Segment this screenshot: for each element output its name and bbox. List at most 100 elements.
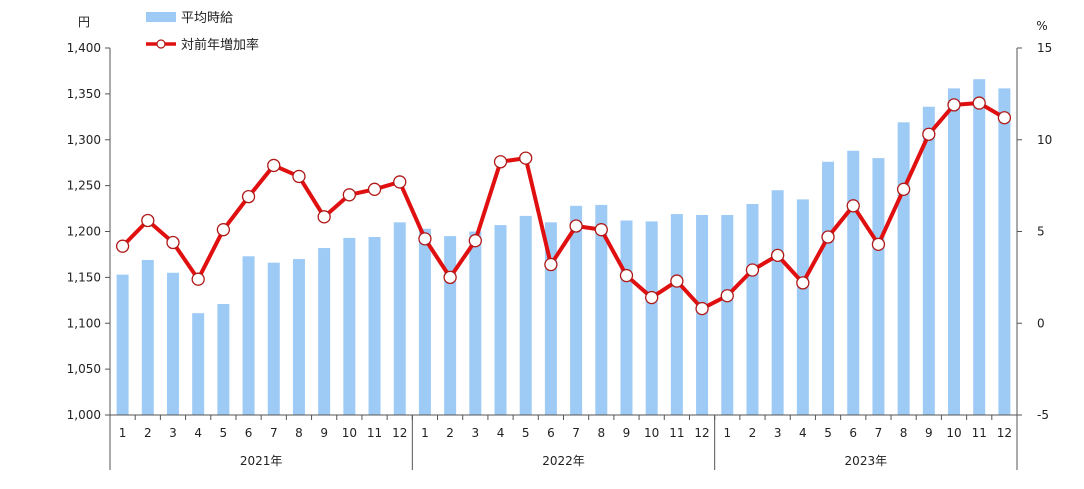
year-label: 2022年 <box>542 454 585 468</box>
month-label: 6 <box>849 426 857 440</box>
bar <box>519 215 532 415</box>
bar <box>393 222 406 415</box>
bar <box>192 313 205 415</box>
growth-rate-point <box>418 232 432 246</box>
bar <box>721 214 734 415</box>
bar <box>141 259 154 415</box>
bar <box>318 248 331 415</box>
month-label: 5 <box>522 426 530 440</box>
growth-rate-point <box>141 213 155 228</box>
right-axis-tick-label: 15 <box>1037 41 1052 55</box>
bar <box>570 205 583 415</box>
month-label: 11 <box>367 426 382 440</box>
month-label: 11 <box>972 426 987 440</box>
month-label: 10 <box>946 426 961 440</box>
month-label: 5 <box>220 426 228 440</box>
month-label: 7 <box>875 426 883 440</box>
legend-line-label: 対前年増加率 <box>181 37 259 53</box>
bar <box>620 220 633 415</box>
growth-rate-point <box>821 230 835 244</box>
growth-rate-point <box>292 169 306 184</box>
growth-rate-point <box>443 270 457 285</box>
growth-rate-point <box>896 182 911 196</box>
bar <box>645 221 658 415</box>
month-label: 2 <box>144 426 152 440</box>
bar <box>217 303 230 415</box>
bar <box>746 203 759 415</box>
left-axis-tick-label: 1,300 <box>67 133 101 147</box>
bar <box>973 79 986 415</box>
growth-rate-point <box>216 223 231 237</box>
growth-rate-point <box>342 188 356 202</box>
growth-rate-point <box>367 182 382 196</box>
bar <box>116 274 129 415</box>
month-label: 9 <box>623 426 631 440</box>
bar <box>922 106 935 415</box>
month-label: 12 <box>997 426 1012 440</box>
left-axis-tick-label: 1,250 <box>67 179 101 193</box>
month-label: 2 <box>446 426 454 440</box>
month-label: 11 <box>669 426 684 440</box>
bar <box>444 236 457 415</box>
year-label: 2021年 <box>240 454 283 468</box>
growth-rate-point <box>191 272 205 286</box>
legend: 平均時給 対前年増加率 <box>146 11 259 53</box>
bar <box>494 225 507 415</box>
growth-rate-point <box>695 301 709 316</box>
month-label: 12 <box>694 426 709 440</box>
bar <box>998 88 1011 416</box>
bar <box>544 222 557 415</box>
growth-rate-point <box>947 98 961 112</box>
month-label: 3 <box>169 426 177 440</box>
bar <box>948 88 961 416</box>
month-label: 5 <box>824 426 832 440</box>
growth-rate-point <box>241 189 256 204</box>
right-axis-tick-label: 5 <box>1037 225 1045 239</box>
right-axis-tick-label: -5 <box>1037 408 1049 422</box>
legend-bar-label: 平均時給 <box>181 11 233 26</box>
left-axis-tick-label: 1,050 <box>67 362 101 376</box>
growth-rate-point <box>115 239 130 253</box>
bar <box>822 161 835 415</box>
month-label: 2 <box>749 426 757 440</box>
month-label: 8 <box>295 426 303 440</box>
growth-rate-point <box>771 248 785 263</box>
growth-rate-point <box>871 237 886 251</box>
growth-rate-point <box>594 223 608 237</box>
month-label: 8 <box>597 426 605 440</box>
legend-bar-swatch <box>146 12 176 22</box>
month-label: 12 <box>392 426 407 440</box>
bar <box>267 262 280 415</box>
growth-rate-point <box>619 268 634 283</box>
bar <box>343 237 356 415</box>
growth-rate-point <box>569 219 583 233</box>
bar <box>847 150 860 415</box>
growth-rate-point <box>645 290 659 305</box>
growth-rate-point <box>972 96 986 110</box>
bar <box>368 237 381 415</box>
growth-rate-point <box>393 175 407 189</box>
month-label: 1 <box>119 426 127 440</box>
bar <box>796 199 809 415</box>
left-axis-tick-label: 1,200 <box>67 225 101 239</box>
right-axis-tick-label: 0 <box>1037 316 1045 330</box>
growth-rate-point <box>544 257 558 272</box>
month-label: 4 <box>497 426 505 440</box>
growth-rate-point <box>267 158 281 173</box>
bar <box>771 190 784 415</box>
month-label: 4 <box>194 426 202 440</box>
growth-rate-point <box>922 127 936 141</box>
left-axis-tick-label: 1,350 <box>67 87 101 101</box>
month-label: 3 <box>471 426 479 440</box>
month-label: 6 <box>245 426 253 440</box>
bar <box>670 214 683 415</box>
month-label: 7 <box>572 426 580 440</box>
bar <box>418 228 431 415</box>
left-axis-unit: 円 <box>78 15 90 29</box>
bar <box>872 158 885 415</box>
month-label: 1 <box>421 426 429 440</box>
growth-rate-point <box>317 210 331 224</box>
bar <box>469 231 482 415</box>
month-label: 9 <box>320 426 328 440</box>
